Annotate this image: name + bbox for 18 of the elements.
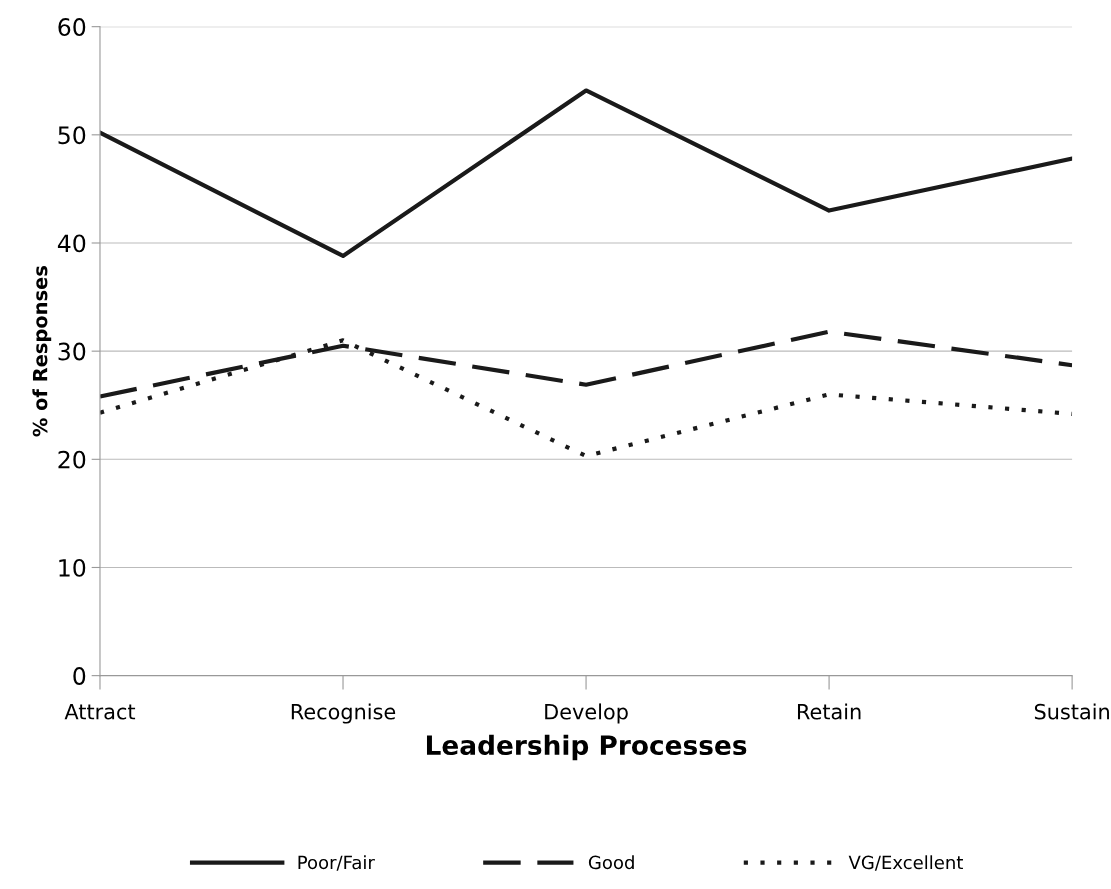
y-tick-label: 20 — [58, 450, 86, 469]
legend-label: Good — [588, 855, 634, 870]
y-axis-title: % of Responses — [32, 266, 52, 437]
y-tick-label: 40 — [57, 234, 86, 253]
x-tick-label: Develop — [545, 703, 628, 724]
y-tick-label: 30 — [58, 342, 86, 361]
line-series — [99, 88, 1073, 259]
y-tick-label: 10 — [59, 558, 86, 577]
y-tick-label: 50 — [58, 126, 86, 145]
legend-label: VG/Excellent — [848, 855, 963, 871]
y-tick-label: 60 — [58, 18, 86, 36]
x-axis-title: Leadership Processes — [426, 734, 747, 761]
x-tick-label: Sustain — [1034, 703, 1109, 720]
x-tick-label: Recognise — [291, 703, 396, 724]
x-tick-label: Attract — [64, 704, 136, 720]
y-tick-label: 0 — [73, 667, 86, 685]
legend-label: Poor/Fair — [298, 855, 375, 871]
x-tick-label: Retain — [797, 703, 861, 720]
